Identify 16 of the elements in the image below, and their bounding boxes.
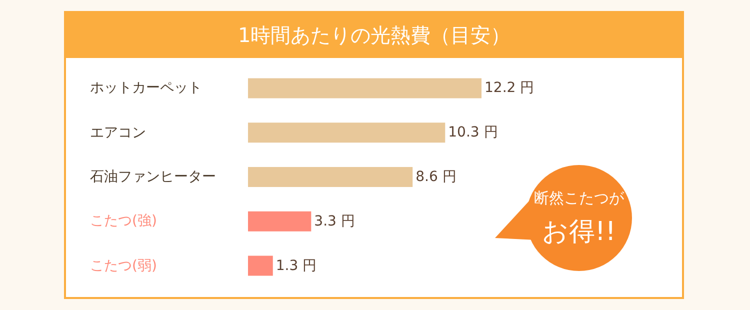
y-tick-label: こたつ(弱)	[90, 258, 157, 274]
bar	[248, 122, 446, 143]
y-tick-label: エアコン	[90, 125, 146, 141]
bar	[248, 78, 482, 98]
data-label: 8.6 円	[416, 169, 456, 185]
data-label: 3.3 円	[314, 213, 355, 230]
y-tick-label: こたつ(強)	[90, 213, 157, 229]
data-label: 12.2 円	[484, 80, 534, 96]
bar	[248, 167, 413, 187]
y-tick-label: ホットカーペット	[90, 80, 202, 96]
y-tick-label: 石油ファンヒーター	[90, 169, 216, 185]
data-label: 10.3 円	[448, 124, 498, 141]
data-label: 1.3 円	[276, 258, 317, 274]
bar	[248, 211, 312, 232]
bar	[248, 256, 273, 276]
chart-title: 1時間あたりの光熱費（目安）	[238, 23, 511, 47]
